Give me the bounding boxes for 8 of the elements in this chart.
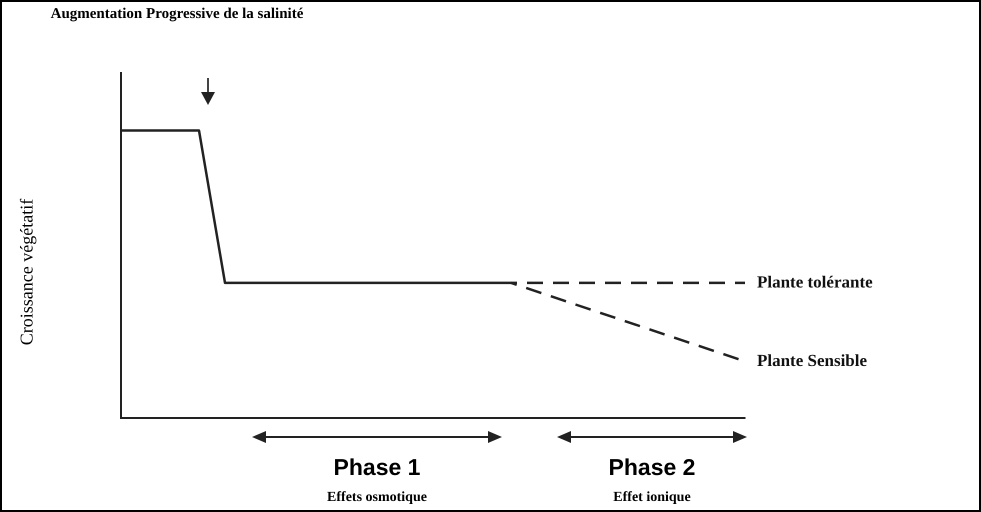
text: Effet ionique bbox=[612, 490, 692, 506]
text: Effets osmotique bbox=[326, 490, 428, 506]
y-axis-title: Croissance végétatif bbox=[16, 198, 38, 346]
text: Phase 1 bbox=[332, 454, 422, 481]
chart-title: Augmentation Progressive de la salinité bbox=[50, 5, 304, 23]
series-label: Plante tolérante bbox=[757, 272, 874, 292]
text: Phase 2 bbox=[608, 454, 696, 481]
series-label: Plante Sensible bbox=[757, 350, 868, 370]
